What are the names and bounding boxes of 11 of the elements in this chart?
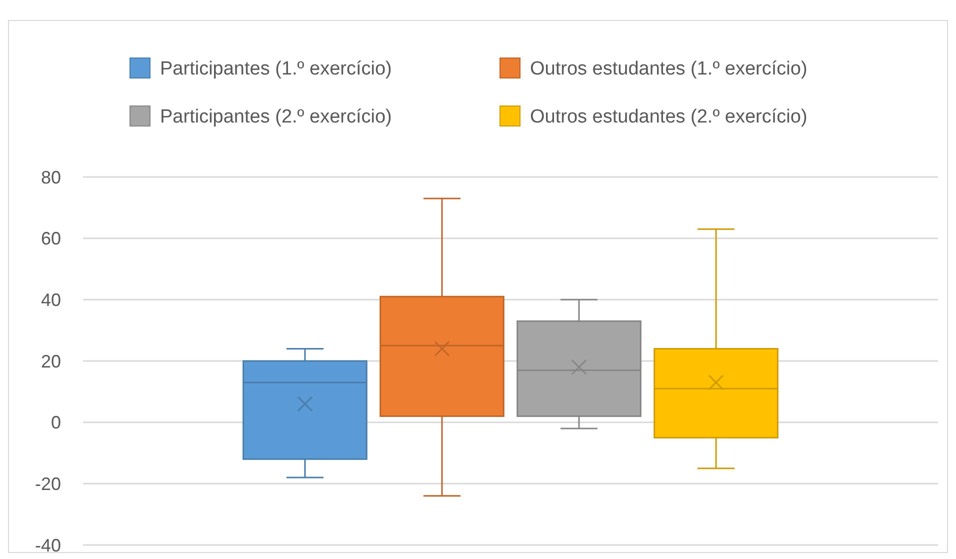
y-tick-label: 60 [40, 228, 61, 249]
legend-label: Participantes (2.º exercício) [160, 106, 392, 128]
y-tick-label: -20 [34, 474, 61, 494]
legend-label: Participantes (1.º exercício) [160, 58, 392, 80]
legend-label: Outros estudantes (1.º exercício) [530, 58, 808, 80]
y-tick-label: 80 [40, 167, 61, 188]
y-tick-label: 0 [50, 412, 61, 433]
y-tick-label: -40 [34, 535, 61, 556]
y-tick-label: 40 [40, 290, 61, 310]
y-tick-label: 20 [40, 351, 61, 372]
legend-label: Outros estudantes (2.º exercício) [530, 106, 808, 128]
